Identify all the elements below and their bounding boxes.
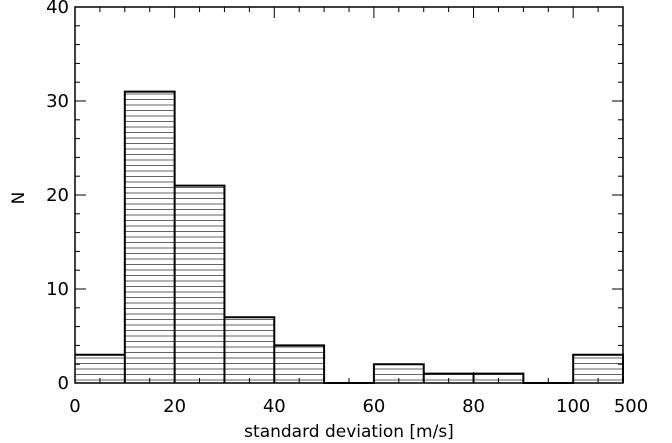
histogram-bar <box>373 364 424 383</box>
y-tick-label: 30 <box>46 91 69 112</box>
x-tick-labels: 0 20 40 60 80 100 500 <box>69 396 648 417</box>
histogram-bar <box>174 185 225 383</box>
histogram-bar <box>124 91 175 383</box>
histogram-bar <box>224 317 275 383</box>
y-axis-label: N <box>9 192 29 205</box>
x-tick-label: 0 <box>69 396 80 417</box>
x-tick-label: 500 <box>614 396 648 417</box>
y-tick-label: 40 <box>46 0 69 18</box>
y-tick-label: 20 <box>46 185 69 206</box>
y-tick-label: 0 <box>58 373 69 394</box>
x-tick-label: 40 <box>263 396 286 417</box>
plot-axes <box>74 6 624 384</box>
histogram-bars <box>75 91 623 383</box>
x-tick-label: 20 <box>163 396 186 417</box>
x-tick-label: 100 <box>556 396 590 417</box>
y-tick-label: 10 <box>46 279 69 300</box>
y-tick-labels: 0 10 20 30 40 <box>46 0 69 394</box>
x-tick-label: 60 <box>362 396 385 417</box>
histogram-bar <box>274 345 325 383</box>
x-tick-label: 80 <box>462 396 485 417</box>
x-axis-label: standard deviation [m/s] <box>244 422 454 442</box>
